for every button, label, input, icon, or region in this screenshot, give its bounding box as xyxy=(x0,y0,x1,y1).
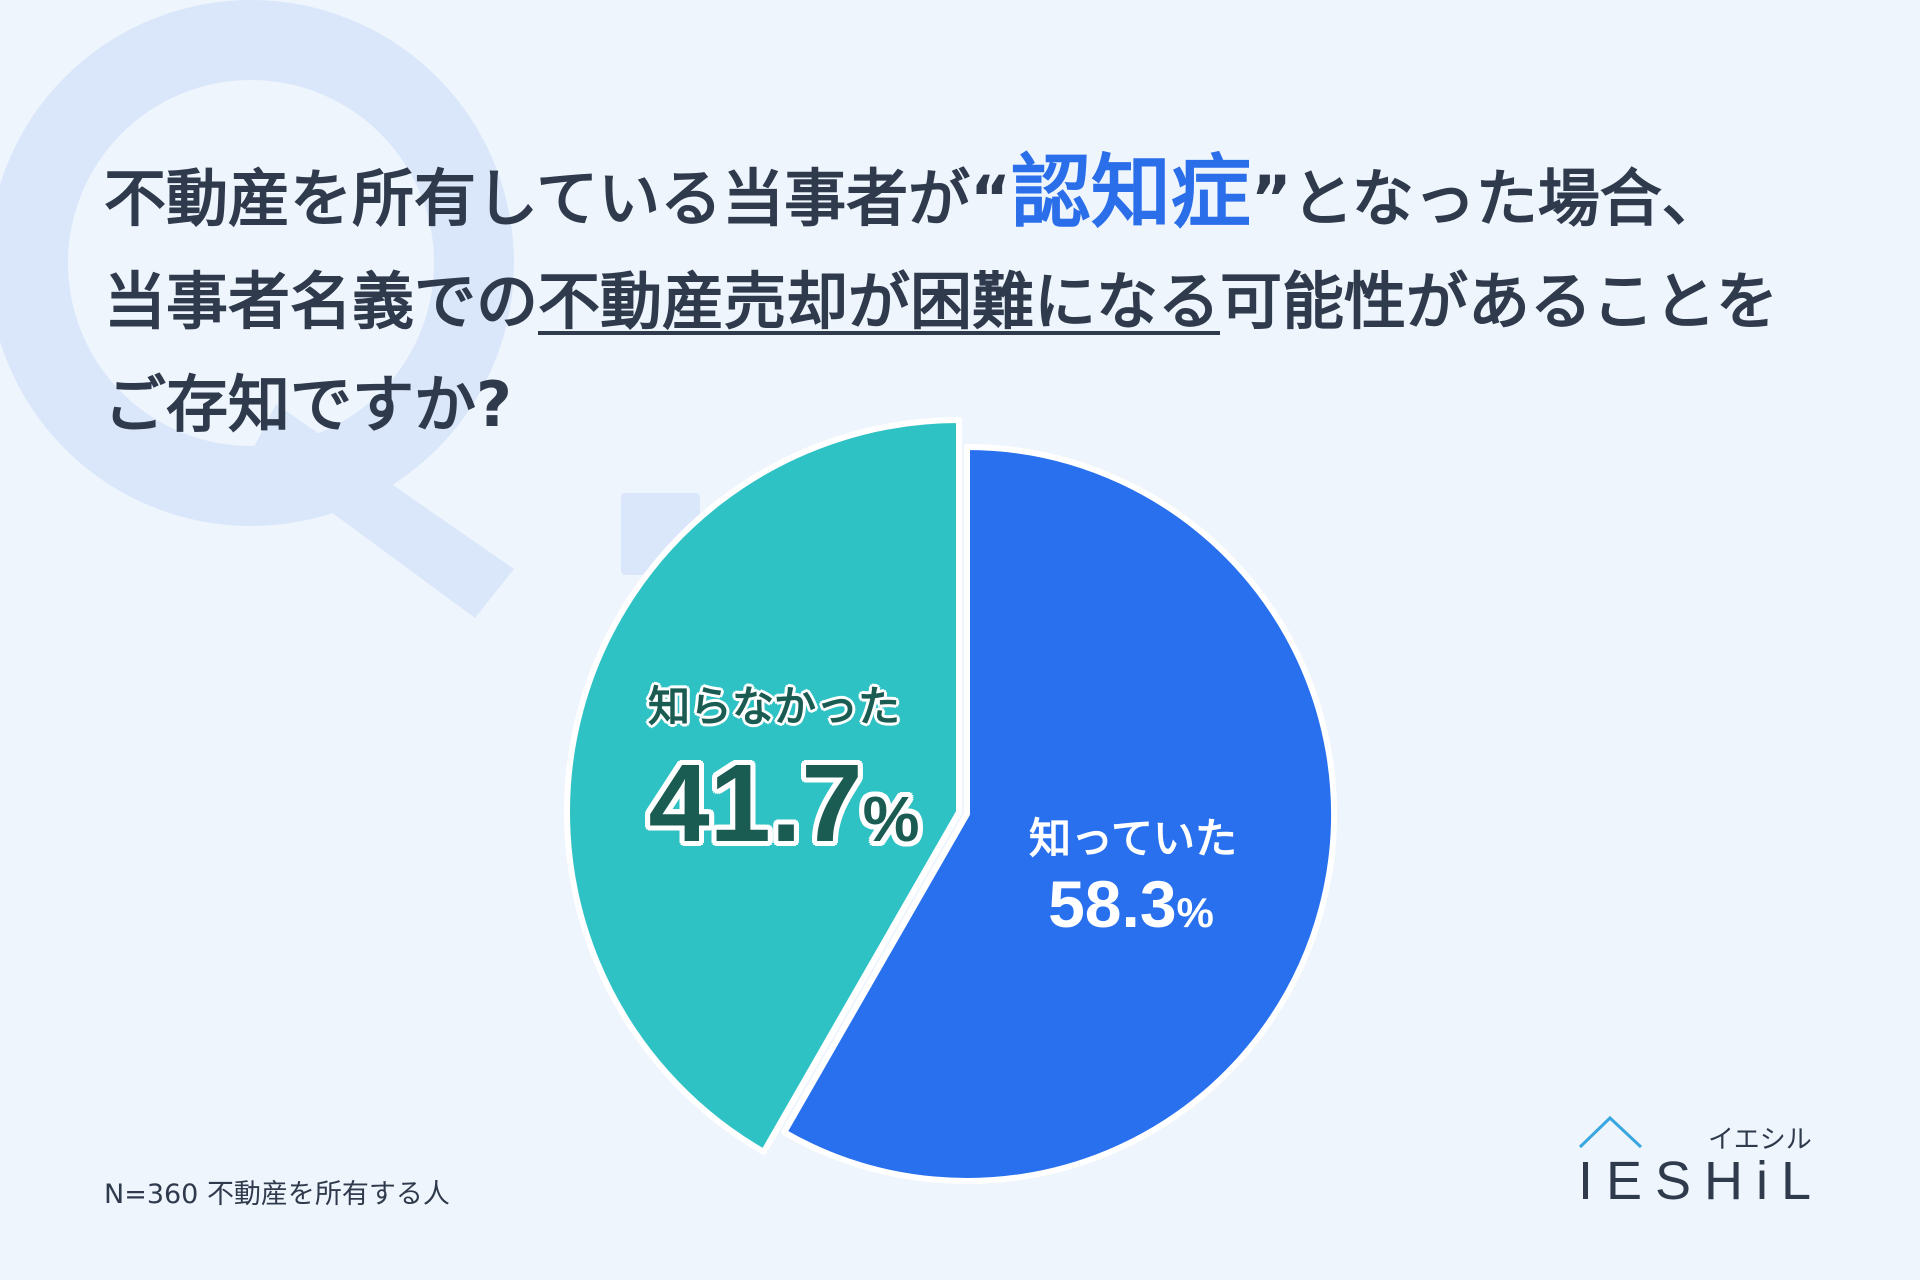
label-knew-unit: % xyxy=(1176,889,1214,936)
title-line2-tail: 可能性があることを xyxy=(1220,265,1779,338)
label-did-not-know-number: 41.7 xyxy=(648,742,863,865)
pie-slice-did-not-know xyxy=(564,417,962,1155)
q-watermark-tail xyxy=(251,404,514,618)
label-knew-number: 58.3 xyxy=(1048,867,1177,941)
close-quote: ” xyxy=(1250,162,1292,235)
logo-wordmark: IESHiL xyxy=(1578,1151,1825,1211)
title-line1-lead: 不動産を所有している当事者が xyxy=(104,162,971,235)
label-did-not-know-value: 41.7% xyxy=(584,744,984,864)
open-quote: “ xyxy=(970,162,1011,235)
label-did-not-know-unit: % xyxy=(862,783,920,855)
title-line2-lead: 当事者名義での xyxy=(104,265,539,338)
pie-slice-knew xyxy=(781,444,1337,1184)
title-line1-tail: となった場合、 xyxy=(1291,162,1724,235)
label-knew-value: 58.3% xyxy=(981,864,1281,944)
title-line-1: 不動産を所有している当事者が“認知症”となった場合、 xyxy=(104,147,1778,250)
q-watermark-ring xyxy=(0,0,514,526)
label-knew-name: 知っていた xyxy=(1029,814,1237,863)
highlight-dementia: 認知症 xyxy=(1010,146,1251,239)
sample-size-note: N=360 不動産を所有する人 xyxy=(104,1179,450,1210)
house-roof-icon xyxy=(1578,1115,1643,1149)
logo-kana: イエシル xyxy=(1708,1125,1812,1155)
title-line-2: 当事者名義での不動産売却が困難になる可能性があることを xyxy=(104,250,1778,353)
underlined-phrase: 不動産売却が困難になる xyxy=(538,265,1221,338)
question-title: 不動産を所有している当事者が“認知症”となった場合、 当事者名義での不動産売却が… xyxy=(104,147,1778,456)
title-line-3: ご存知ですか? xyxy=(104,368,512,441)
label-did-not-know-name: 知らなかった xyxy=(647,682,900,731)
